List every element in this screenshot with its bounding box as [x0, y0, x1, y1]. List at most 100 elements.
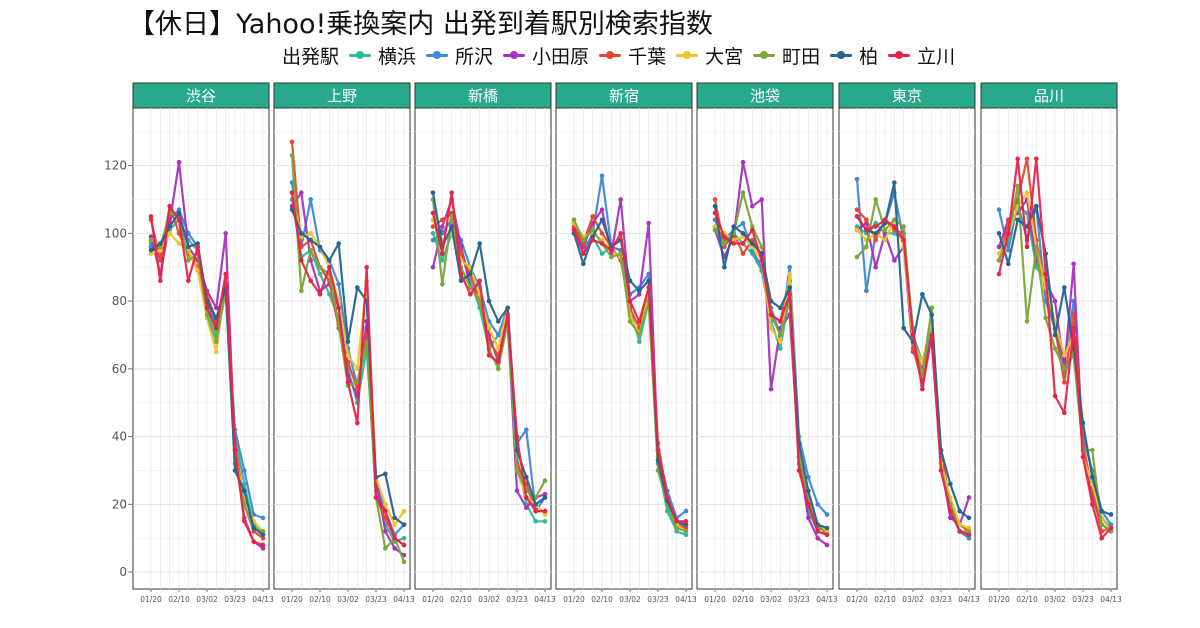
data-point [1062, 352, 1067, 358]
data-point [440, 224, 445, 229]
data-point [683, 529, 689, 534]
data-point [317, 271, 323, 277]
data-point [440, 281, 445, 287]
data-point [901, 224, 906, 229]
legend-label: 大宮 [705, 45, 744, 68]
data-point [496, 319, 501, 324]
data-point [637, 292, 642, 297]
data-point [308, 197, 313, 202]
data-point [873, 224, 878, 229]
data-point [1090, 502, 1095, 507]
x-tick-label: 02/10 [309, 595, 331, 604]
data-point [712, 227, 718, 233]
data-point [806, 474, 811, 480]
data-point [722, 234, 727, 240]
data-point [345, 380, 351, 385]
data-point [892, 258, 897, 263]
data-point [148, 237, 154, 243]
facet-panel: 東京 01/20 02/10 03/02 03/23 04/13 [838, 82, 980, 604]
data-point [759, 258, 764, 263]
data-point [186, 278, 191, 284]
data-point [355, 420, 360, 426]
y-tick-label: 20 [112, 497, 127, 511]
data-point [392, 522, 397, 527]
legend-item: 柏 [830, 42, 878, 69]
data-point [581, 251, 586, 256]
data-point [892, 217, 897, 223]
data-point [223, 231, 228, 236]
data-point [854, 176, 860, 182]
data-point [430, 264, 436, 270]
data-point [646, 220, 651, 226]
data-point [731, 237, 736, 243]
data-point [477, 241, 482, 246]
data-point [449, 214, 454, 219]
facet-label: 東京 [892, 87, 922, 105]
data-point [581, 237, 586, 243]
x-tick-label: 03/23 [788, 595, 810, 604]
data-point [1006, 261, 1011, 267]
data-point [299, 234, 304, 240]
x-tick-label: 01/20 [140, 595, 162, 604]
data-point [892, 224, 897, 229]
data-point [204, 312, 210, 317]
data-point [176, 217, 182, 223]
data-point [542, 491, 548, 497]
data-point [158, 278, 163, 284]
data-point [683, 525, 689, 531]
data-point [920, 292, 925, 297]
data-point [740, 220, 746, 226]
data-point [920, 386, 925, 392]
legend-item: 立川 [888, 42, 955, 69]
data-point [824, 525, 830, 531]
data-point [1024, 319, 1030, 324]
data-point [750, 241, 755, 246]
data-point [345, 339, 351, 345]
data-point [1062, 366, 1067, 372]
data-point [637, 319, 642, 324]
data-point [892, 231, 897, 236]
data-point [214, 305, 219, 311]
data-point [468, 285, 473, 290]
legend-key [888, 48, 911, 62]
data-point [542, 512, 548, 517]
data-point [854, 227, 860, 233]
facet-label: 渋谷 [186, 87, 216, 105]
x-tick-label: 04/13 [675, 595, 697, 604]
data-point [401, 542, 407, 548]
legend-key [830, 48, 853, 62]
data-point [740, 251, 746, 256]
data-point [260, 515, 266, 521]
data-point [1062, 285, 1067, 290]
data-point [873, 220, 878, 226]
data-point [712, 197, 718, 202]
data-point [1071, 261, 1076, 267]
data-point [496, 359, 501, 365]
data-point [618, 251, 623, 256]
legend-key [599, 48, 622, 62]
data-point [901, 237, 906, 243]
facet-label: 品川 [1034, 87, 1064, 105]
data-point [929, 332, 934, 338]
data-point [599, 173, 605, 179]
data-point [158, 244, 163, 250]
data-point [873, 197, 878, 202]
legend-item: 所沢 [426, 42, 493, 69]
facet-panel: 品川 01/20 02/10 03/02 03/23 04/13 [980, 82, 1122, 604]
data-point [778, 346, 783, 351]
data-point [186, 258, 191, 263]
data-point [251, 525, 256, 531]
legend-key [753, 48, 776, 62]
data-point [731, 224, 736, 229]
facet-strip [414, 82, 552, 109]
data-point [317, 264, 323, 270]
data-point [609, 254, 614, 260]
data-point [854, 224, 860, 229]
data-point [345, 352, 351, 358]
data-point [186, 244, 191, 250]
data-point [864, 244, 869, 250]
data-point [204, 305, 210, 311]
data-point [477, 298, 482, 304]
